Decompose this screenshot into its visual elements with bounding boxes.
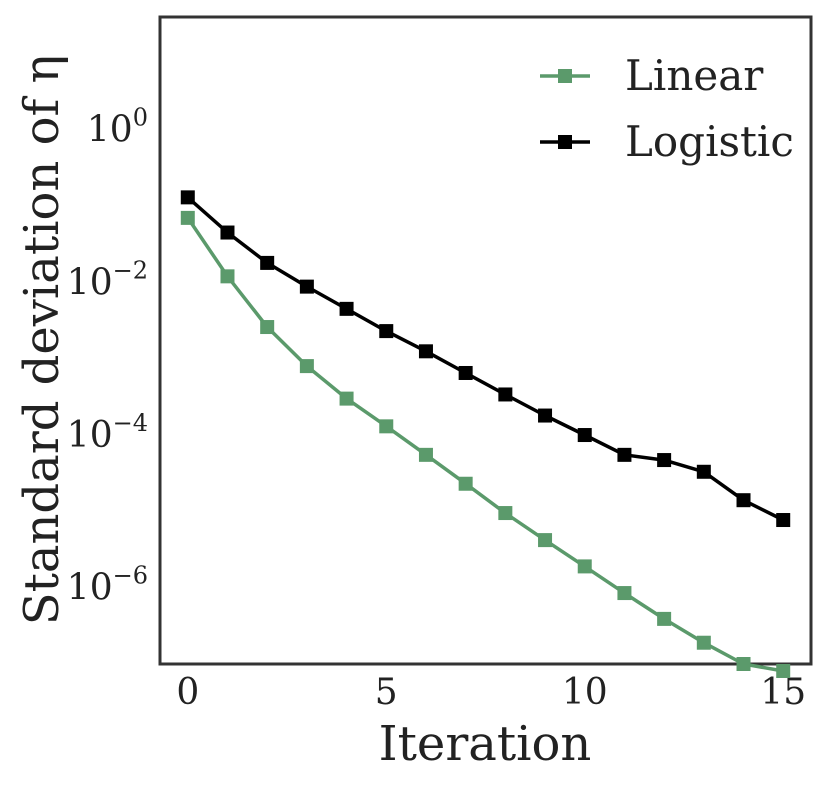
- legend-marker: [558, 69, 572, 83]
- data-point: [776, 663, 791, 678]
- data-point: [220, 225, 235, 240]
- data-point: [339, 301, 354, 316]
- plot-frame: [158, 15, 813, 666]
- data-point: [458, 365, 473, 380]
- y-axis-label: Standard deviation of η: [14, 55, 70, 626]
- legend-label: Logistic: [625, 117, 794, 166]
- data-point: [736, 493, 751, 508]
- data-point: [180, 190, 195, 205]
- series-linear: [180, 210, 791, 678]
- data-point: [458, 476, 473, 491]
- x-tick-label: 15: [760, 672, 806, 713]
- data-point: [657, 611, 672, 626]
- data-point: [696, 464, 711, 479]
- data-point: [498, 387, 513, 402]
- x-axis-label: Iteration: [379, 716, 592, 772]
- data-point: [577, 559, 592, 574]
- data-point: [260, 255, 275, 270]
- series-line: [186, 216, 784, 673]
- y-tick-label: 10−6: [67, 562, 148, 609]
- data-point: [696, 635, 711, 650]
- y-tick-label: 10−2: [67, 256, 148, 303]
- data-point: [657, 453, 672, 468]
- data-point: [220, 269, 235, 284]
- series-line: [186, 196, 784, 522]
- data-point: [260, 320, 275, 335]
- legend-item-logistic: Logistic: [540, 117, 794, 166]
- data-point: [299, 279, 314, 294]
- data-point: [538, 533, 553, 548]
- legend: Linear Logistic: [540, 51, 794, 166]
- data-point: [776, 513, 791, 528]
- legend-label: Linear: [625, 51, 764, 100]
- data-point: [617, 447, 632, 462]
- x-tick-label: 5: [375, 672, 398, 713]
- legend-item-linear: Linear: [540, 51, 764, 100]
- data-point: [418, 344, 433, 359]
- data-point: [418, 447, 433, 462]
- x-tick-label: 0: [176, 672, 199, 713]
- x-axis-ticks: 0 5 10 15: [176, 672, 806, 713]
- data-point: [180, 210, 195, 225]
- legend-marker: [558, 135, 572, 149]
- data-point: [299, 359, 314, 374]
- y-tick-label: 100: [87, 104, 148, 151]
- data-point: [498, 506, 513, 521]
- y-tick-label: 10−4: [67, 409, 148, 456]
- data-point: [538, 408, 553, 423]
- data-point: [617, 586, 632, 601]
- data-point: [736, 657, 751, 671]
- data-point: [379, 324, 394, 339]
- data-point: [379, 419, 394, 434]
- data-point: [577, 428, 592, 443]
- series-layer: [180, 190, 791, 678]
- y-axis-ticks: 100 10−2 10−4 10−6: [67, 104, 148, 609]
- data-point: [339, 391, 354, 406]
- x-tick-label: 10: [562, 672, 608, 713]
- series-logistic: [180, 190, 791, 528]
